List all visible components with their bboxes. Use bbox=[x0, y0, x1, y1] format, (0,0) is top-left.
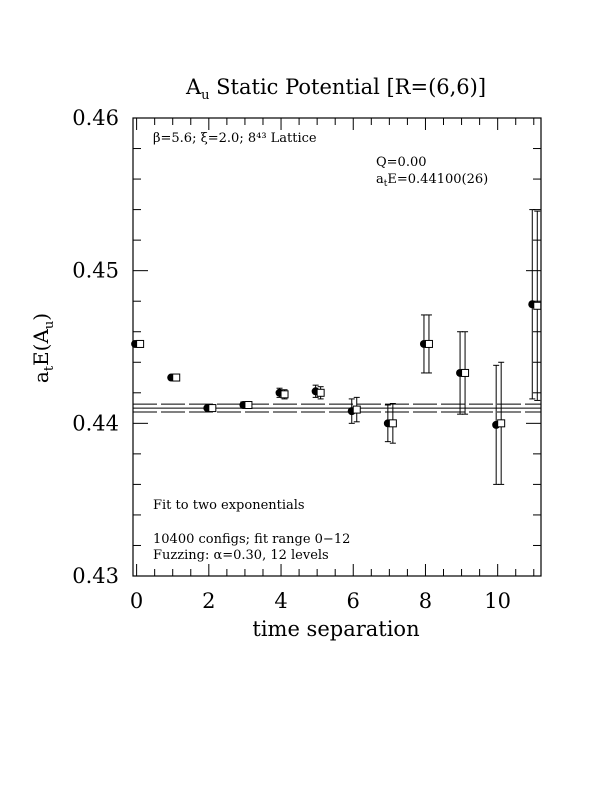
x-tick-label: 0 bbox=[130, 589, 143, 613]
fit-annotation: Fit to two exponentials bbox=[153, 498, 305, 513]
energy-annotation-prefix: a bbox=[376, 172, 384, 187]
chart-title-rest: Static Potential [R=(6,6)] bbox=[209, 75, 486, 99]
plot-layer: 0 2 4 6 8 10 0.43 0.44 0.45 0.46 bbox=[72, 106, 542, 613]
energy-annotation-value: E=0.44100(26) bbox=[387, 172, 488, 187]
y-tick-label: 0.43 bbox=[72, 564, 119, 588]
y-axis-label-sub2: u bbox=[42, 321, 57, 329]
energy-annotation: atE=0.44100(26) bbox=[376, 172, 488, 189]
data-point-square bbox=[533, 301, 542, 310]
data-point-square bbox=[208, 404, 217, 413]
y-axis-label-end: ) bbox=[29, 313, 53, 321]
data-point-square bbox=[388, 419, 397, 428]
data-point-square bbox=[316, 388, 325, 397]
data-point-square bbox=[280, 390, 289, 399]
y-tick-label: 0.44 bbox=[72, 411, 119, 435]
data-point-square bbox=[352, 405, 361, 414]
x-tick-label: 8 bbox=[419, 589, 432, 613]
y-axis-label-mid: E(A bbox=[29, 329, 53, 366]
x-tick-label: 4 bbox=[274, 589, 287, 613]
x-tick-label: 6 bbox=[347, 589, 360, 613]
y-tick-label: 0.46 bbox=[72, 106, 119, 130]
configs-annotation: 10400 configs; fit range 0−12 bbox=[153, 532, 350, 547]
q-annotation: Q=0.00 bbox=[376, 155, 427, 170]
y-axis-label-main: a bbox=[29, 371, 53, 383]
y-axis-label: atE(Au) bbox=[29, 313, 57, 383]
y-axis-label-sub1: t bbox=[42, 365, 57, 371]
data-point-square bbox=[461, 368, 470, 377]
energy-annotation-sub: t bbox=[384, 179, 388, 189]
chart-title-sub: u bbox=[201, 88, 209, 103]
data-point-square bbox=[172, 373, 181, 382]
lattice-annotation: β=5.6; ξ=2.0; 8⁴³ Lattice bbox=[153, 131, 317, 146]
fuzzing-annotation: Fuzzing: α=0.30, 12 levels bbox=[153, 548, 329, 563]
chart-title: Au Static Potential [R=(6,6)] bbox=[185, 75, 486, 103]
data-point-square bbox=[424, 339, 433, 348]
x-axis-label: time separation bbox=[252, 617, 419, 641]
chart-title-main: A bbox=[185, 75, 202, 99]
data-point-square bbox=[136, 339, 145, 348]
y-tick-label: 0.45 bbox=[72, 259, 119, 283]
data-point-square bbox=[244, 401, 253, 410]
x-tick-label: 2 bbox=[202, 589, 215, 613]
x-tick-label: 10 bbox=[484, 589, 511, 613]
data-point-square bbox=[497, 419, 506, 428]
